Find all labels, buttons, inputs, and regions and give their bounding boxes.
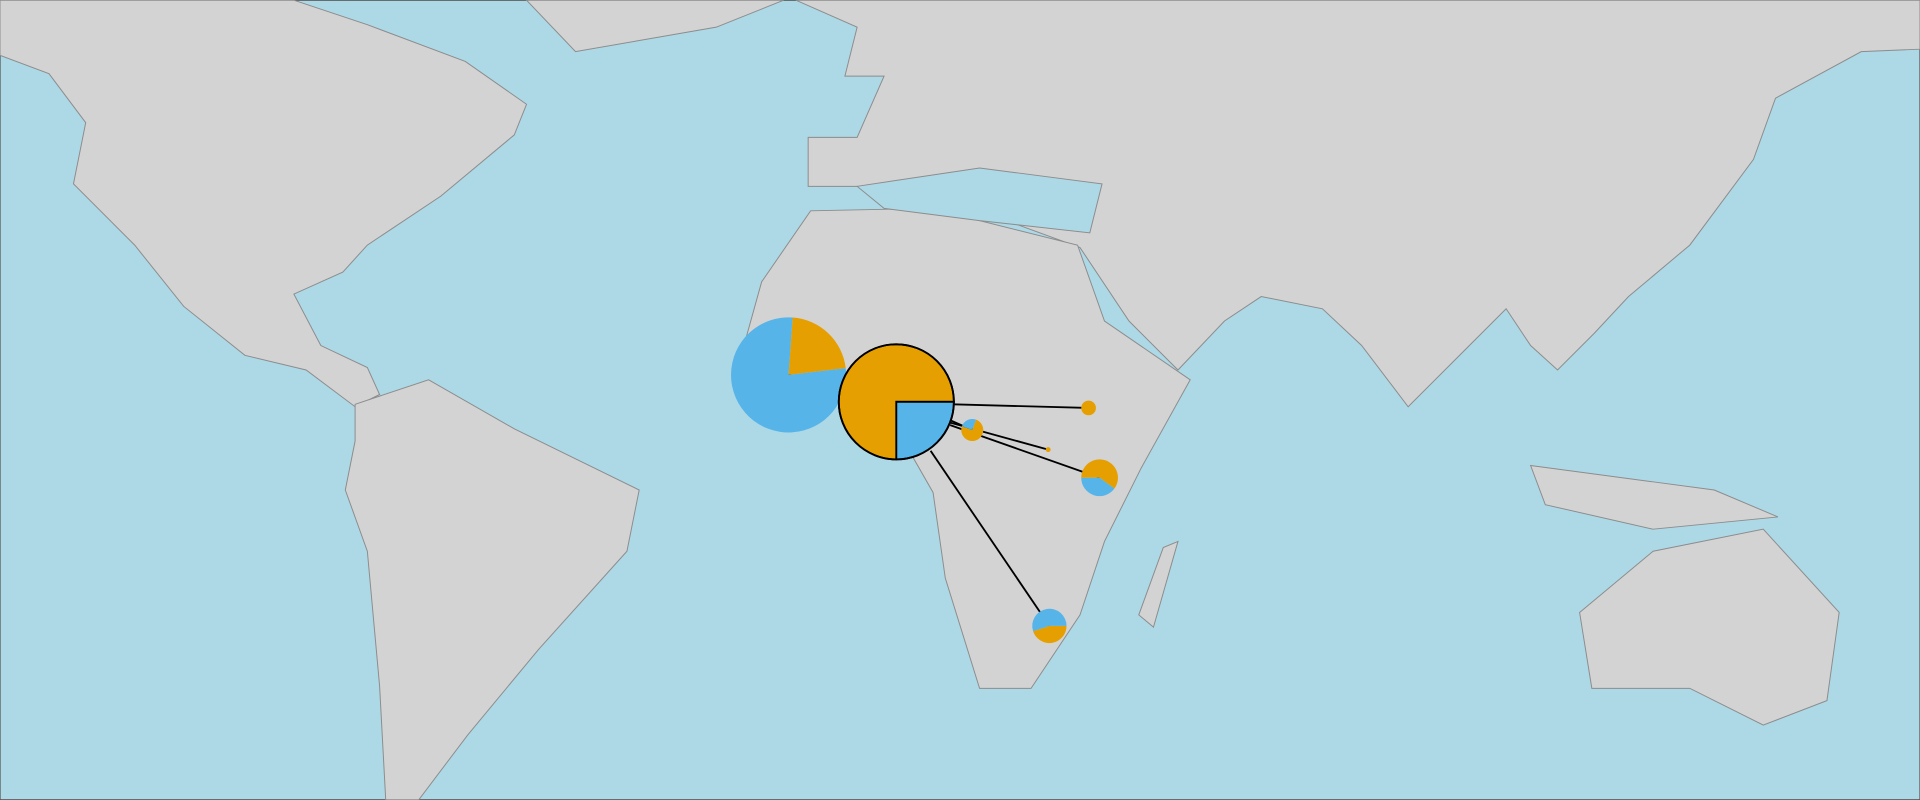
south-america: [344, 379, 640, 800]
pie: [961, 418, 984, 442]
pie-slice: [1081, 400, 1096, 416]
madagascar: [1138, 540, 1179, 629]
pie-slice: [1081, 477, 1115, 497]
pie-slice: [1081, 459, 1118, 489]
pie: [1081, 459, 1118, 497]
pie-outline: [837, 343, 955, 461]
pie: [1032, 608, 1067, 644]
mediterranean: [855, 167, 1103, 234]
pie-slice: [961, 418, 977, 430]
pie: [1081, 400, 1096, 416]
eurasia: [795, 0, 1920, 408]
pies: [731, 317, 1118, 644]
pie-slice: [731, 317, 847, 433]
north-america: [0, 0, 528, 408]
pie-slice: [961, 419, 984, 442]
pie: [1045, 447, 1051, 453]
greenland: [525, 0, 784, 53]
pie-slice: [788, 317, 846, 375]
pie-slice: [1033, 625, 1067, 644]
pie-slice: [1045, 447, 1051, 453]
australia: [1579, 528, 1840, 726]
leader-line: [929, 450, 1051, 627]
pie: [837, 343, 955, 461]
pie-slice: [1032, 608, 1067, 632]
leader-line: [952, 403, 1089, 409]
pie: [731, 317, 847, 433]
indonesia: [1529, 464, 1779, 530]
